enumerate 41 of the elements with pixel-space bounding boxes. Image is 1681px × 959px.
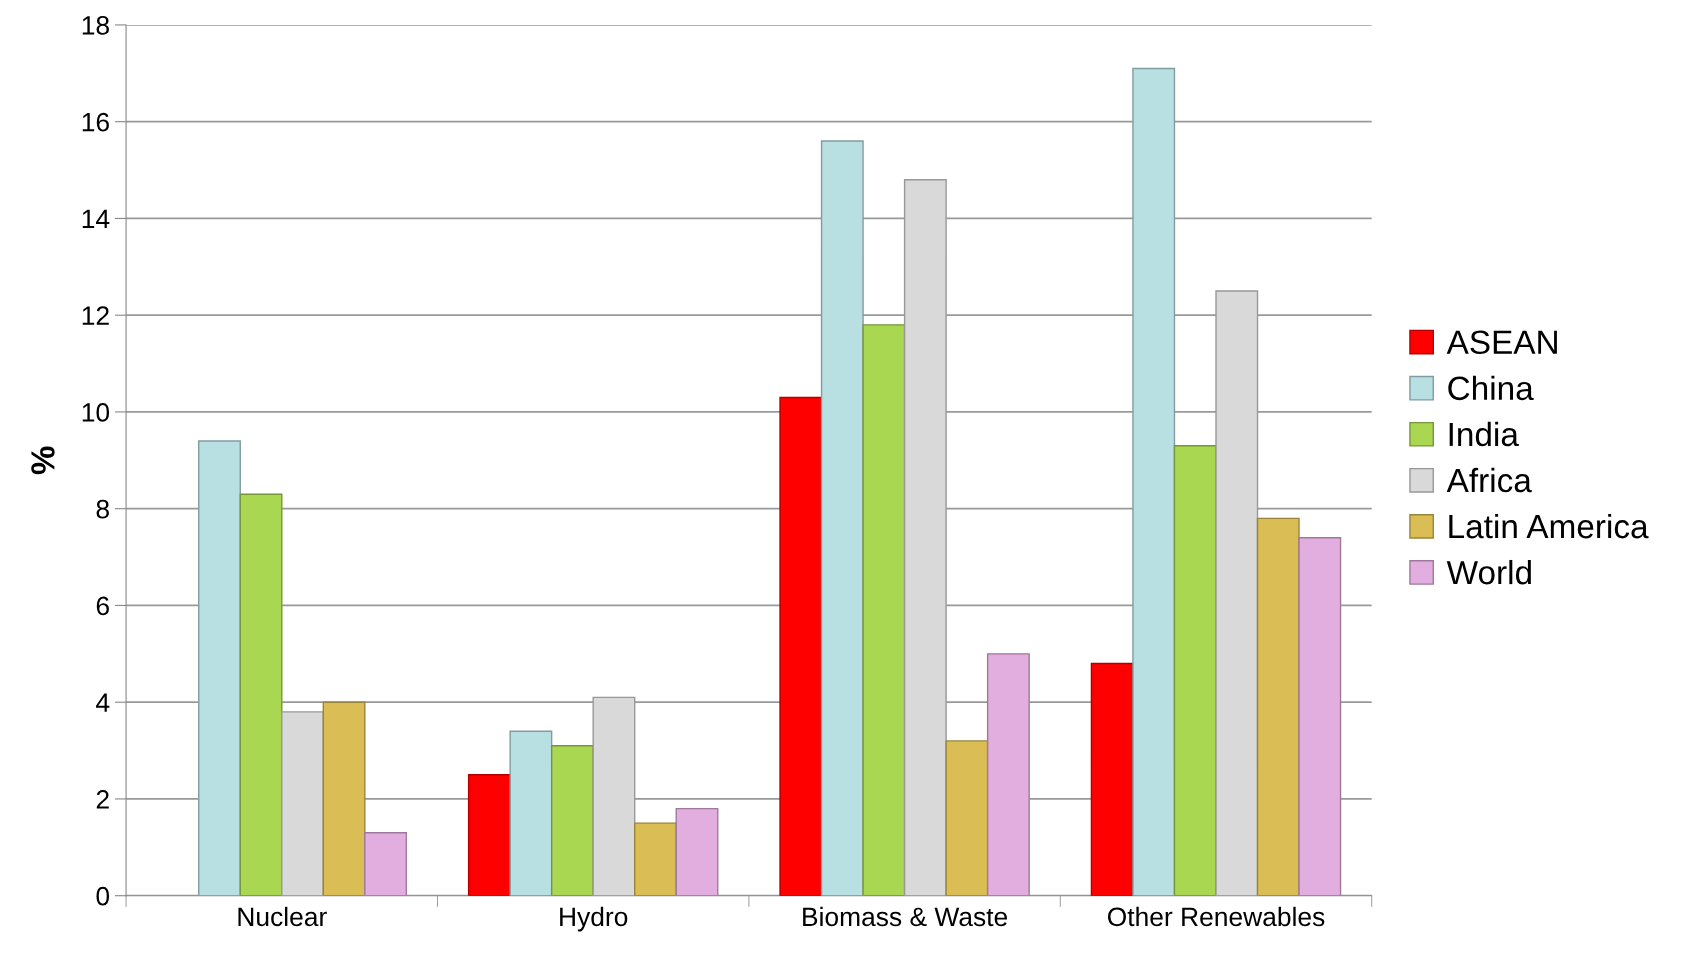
bar (820, 140, 864, 896)
y-axis-title: % (31, 446, 55, 475)
y-tick-label: 8 (96, 499, 109, 519)
bar (281, 711, 324, 896)
y-tick-label: 0 (96, 886, 110, 906)
legend-label: Africa (1446, 467, 1532, 493)
bar (945, 740, 989, 896)
legend-label: India (1449, 421, 1519, 447)
bar (198, 440, 241, 896)
bar (1173, 445, 1217, 896)
bar (1132, 67, 1176, 896)
bar (675, 807, 719, 896)
legend-label: ASEAN (1446, 330, 1557, 355)
legend-label: China (1448, 375, 1534, 401)
y-tick-label: 6 (96, 596, 109, 616)
legend-label: World (1446, 559, 1531, 585)
bar (550, 745, 594, 896)
bar (779, 396, 823, 896)
y-tick-label: 18 (82, 16, 109, 35)
y-tick-label: 4 (96, 693, 110, 712)
bar (239, 493, 283, 896)
y-tick-label: 14 (82, 209, 110, 228)
bar (322, 701, 366, 896)
y-tick-label: 2 (96, 790, 109, 809)
x-tick-label: Hydro (560, 906, 628, 932)
bar (634, 822, 677, 896)
bar (1090, 662, 1134, 896)
x-tick-label: Other Renewables (1107, 906, 1325, 927)
y-tick-label: 16 (82, 112, 109, 132)
x-tick-label: Nuclear (238, 906, 327, 927)
bar (986, 653, 1030, 896)
y-tick-label: 10 (82, 403, 110, 422)
bar (509, 730, 553, 896)
legend-label: Latin America (1449, 513, 1649, 539)
bar (862, 324, 906, 896)
y-tick-label: 12 (82, 306, 109, 325)
bar (467, 774, 511, 896)
bar (1298, 537, 1342, 896)
bar (1256, 517, 1300, 896)
x-tick-label: Biomass & Waste (803, 906, 1008, 927)
bar (364, 832, 408, 896)
